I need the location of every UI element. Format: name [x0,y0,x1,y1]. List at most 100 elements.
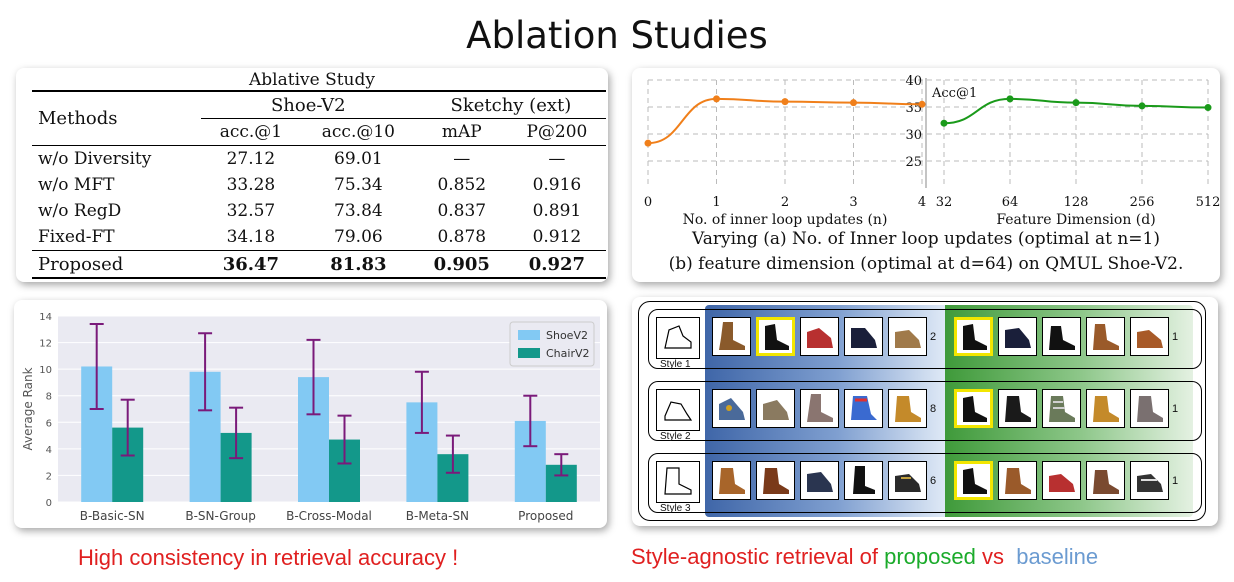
data-point [850,99,857,107]
sketch-query [656,389,700,431]
method-cell: w/o RegD [38,201,122,221]
x-tick-label: 32 [936,195,953,210]
data-point [644,139,652,147]
legend-label: ShoeV2 [546,329,588,342]
y-tick-label: 8 [46,392,52,403]
shoe-thumb [888,461,927,500]
style-label: Style 3 [660,503,691,514]
col-header: P@200 [526,122,588,142]
data-point [1006,95,1014,103]
caption-part-1: Style-agnostic retrieval of [631,544,885,569]
value-cell: 0.905 [433,253,490,275]
value-cell: 36.47 [222,253,280,275]
y-tick-label: 30 [905,128,922,143]
col-header: acc.@1 [219,122,283,142]
caption-part-proposed: proposed [884,544,976,569]
proposed-rank: 1 [1172,475,1179,487]
shoe-thumb-selected [954,461,993,500]
data-point [1204,104,1212,112]
ablation-table-card: Ablative Study Methods Shoe-V2 Sketchy (… [16,68,608,282]
table-caption: Ablative Study [249,70,375,90]
shoe-thumb [1042,389,1081,428]
page-title: Ablation Studies [466,14,768,57]
line-charts-card: 25 30 35 40 Acc@1 0 1 2 3 4 No. of inner loop upda… [632,68,1220,282]
caption-part-baseline: baseline [1016,544,1099,569]
x-tick-label: B-SN-Group [185,509,255,523]
shoe-thumb [800,317,839,356]
x-tick-label: 0 [644,195,652,210]
value-cell: 0.912 [532,227,582,247]
retrieval-card: Style 1 2 1 Style 2 8 1 Style 3 6 1 [632,297,1218,526]
ablation-table: Methods Shoe-V2 Sketchy (ext) acc.@1 acc… [32,90,606,279]
y-tick-label: 2 [46,471,52,482]
value-cell: — [548,149,566,169]
value-cell: — [453,149,471,169]
x-axis-label: Feature Dimension (d) [996,212,1155,228]
shoe-thumb [888,389,927,428]
y-tick-label: 40 [905,74,922,89]
y-tick-label: 25 [905,155,922,170]
x-tick-label: 256 [1130,195,1155,210]
shoe-thumb [1042,461,1081,500]
shoe-thumb [998,317,1037,356]
x-tick-label: 1 [712,195,720,210]
retrieval-row [648,309,1202,369]
shoe-thumb [1130,389,1169,428]
group-header-shoe: Shoe-V2 [200,91,416,119]
retrieval-row [648,453,1202,513]
value-cell: 34.18 [226,227,276,247]
value-cell: 0.916 [532,175,582,195]
shoe-thumb [844,317,883,356]
x-tick-label: Proposed [518,509,573,523]
value-cell: 32.57 [226,201,276,221]
value-cell: 27.12 [226,149,276,169]
shoe-thumb [756,461,795,500]
method-cell: w/o MFT [38,175,115,195]
shoe-thumb [1130,461,1169,500]
method-cell: Proposed [38,253,124,275]
col-header: acc.@10 [321,122,395,142]
bar-chart-svg: 0 2 4 6 8 10 12 14 Average Rank B-Basic-SN B-SN-Gr… [21,312,600,523]
y-tick-label: 6 [46,418,52,429]
baseline-rank: 6 [930,475,937,487]
data-point [940,119,948,127]
table-row: w/o MFT 33.28 75.34 0.852 0.916 [32,172,606,198]
shoe-thumb [888,317,927,356]
x-tick-label: 128 [1064,195,1089,210]
shoe-thumb [712,389,751,428]
x-tick-label: B-Meta-SN [406,509,469,523]
value-cell: 79.06 [334,227,383,247]
caption-part-3: vs [975,544,1017,569]
x-tick-label: B-Basic-SN [80,509,145,523]
shoe-thumb [800,389,839,428]
shoe-thumb [844,461,883,500]
bar-chart-card: 0 2 4 6 8 10 12 14 Average Rank B-Basic-SN B-SN-Gr… [14,300,607,528]
sketch-query [656,317,700,359]
data-point [781,98,789,106]
shoe-thumb [712,461,751,500]
x-tick-label: B-Cross-Modal [286,509,372,523]
shoe-thumb [1086,461,1125,500]
y-tick-label: 4 [46,445,52,456]
method-cell: w/o Diversity [38,149,152,169]
value-cell: 0.837 [437,201,487,221]
shoe-thumb [1086,317,1125,356]
x-tick-label: 2 [781,195,789,210]
shoe-thumb-selected [954,317,993,356]
baseline-rank: 8 [930,403,937,415]
y-axis-label: Acc@1 [931,86,977,101]
proposed-rank: 1 [1172,331,1179,343]
legend-swatch [518,330,540,340]
y-tick-label: 0 [46,498,52,509]
col-header: mAP [441,122,482,142]
retrieval-caption: Style-agnostic retrieval of proposed vs … [631,544,1098,570]
shoe-thumb [998,389,1037,428]
shoe-thumb-selected [954,389,993,428]
table-row: Fixed-FT 34.18 79.06 0.878 0.912 [32,224,606,251]
value-cell: 0.891 [532,201,582,221]
legend-label: ChairV2 [546,347,590,360]
table-row-proposed: Proposed 36.47 81.83 0.905 0.927 [32,251,606,278]
value-cell: 73.84 [334,201,383,221]
value-cell: 0.927 [528,253,586,275]
shoe-thumb-selected [756,317,795,356]
